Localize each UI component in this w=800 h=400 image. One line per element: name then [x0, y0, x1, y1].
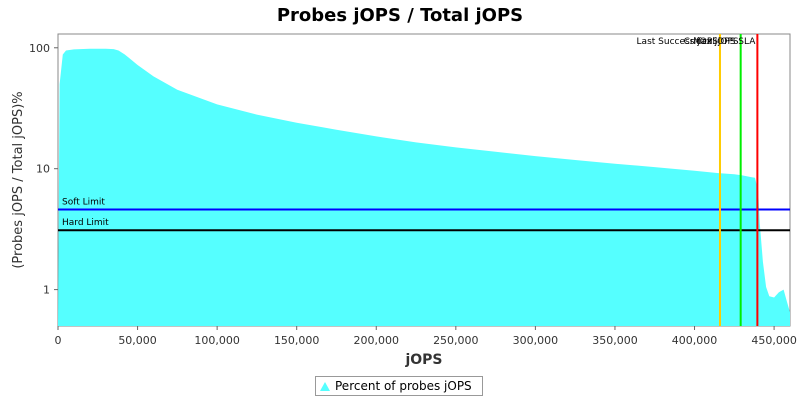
legend: Percent of probes jOPS	[315, 376, 483, 396]
chart-title: Probes jOPS / Total jOPS	[277, 5, 523, 26]
y-axis-label: (Probes jOPS / Total jOPS)%	[11, 91, 26, 268]
vline-label-1: Critical jOPS	[684, 37, 739, 47]
x-tick-label-9: 450,000	[751, 334, 797, 347]
legend-swatch	[320, 381, 330, 391]
x-tick-label-1: 50,000	[118, 334, 157, 347]
x-axis-label: jOPS	[404, 352, 442, 368]
y-tick-label-2: 100	[29, 42, 50, 55]
legend-label: Percent of probes jOPS	[335, 379, 472, 393]
x-tick-label-6: 300,000	[513, 334, 559, 347]
x-tick-label-0: 0	[55, 334, 62, 347]
series-area-percent-probes	[58, 48, 790, 327]
x-tick-label-8: 400,000	[672, 334, 718, 347]
x-tick-label-5: 250,000	[433, 334, 479, 347]
vline-label-2: Max jOPS SLA	[693, 37, 756, 47]
y-tick-label-0: 1	[43, 284, 50, 297]
hline-label-1: Hard Limit	[62, 218, 109, 228]
x-tick-label-2: 100,000	[194, 334, 240, 347]
x-tick-label-3: 150,000	[274, 334, 320, 347]
vline-label-0: Last Success jOPS	[637, 37, 719, 47]
y-tick-label-1: 10	[36, 163, 50, 176]
hline-label-0: Soft Limit	[62, 197, 105, 207]
x-tick-label-4: 200,000	[354, 334, 400, 347]
x-tick-label-7: 350,000	[592, 334, 638, 347]
